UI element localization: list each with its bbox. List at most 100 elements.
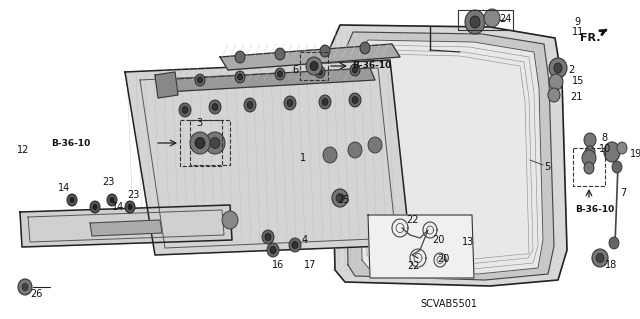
Text: 22: 22 [407, 261, 419, 271]
Ellipse shape [284, 96, 296, 110]
Polygon shape [90, 220, 162, 236]
Ellipse shape [90, 201, 100, 213]
Bar [180, 120, 222, 166]
Ellipse shape [465, 10, 485, 34]
Ellipse shape [349, 93, 361, 107]
Text: 10: 10 [599, 144, 611, 154]
Text: 7: 7 [620, 188, 627, 198]
Text: B-36-10: B-36-10 [352, 62, 391, 70]
Text: 15: 15 [572, 76, 584, 86]
Ellipse shape [323, 147, 337, 163]
Text: FR.: FR. [580, 30, 606, 43]
Text: 22: 22 [406, 215, 419, 225]
Ellipse shape [209, 100, 221, 114]
Ellipse shape [582, 150, 596, 166]
Ellipse shape [353, 67, 358, 73]
Polygon shape [125, 60, 410, 255]
Text: 14: 14 [112, 202, 124, 212]
Ellipse shape [292, 241, 298, 249]
Ellipse shape [222, 211, 238, 229]
Ellipse shape [22, 284, 28, 291]
Text: 20: 20 [432, 235, 444, 245]
Text: 2: 2 [568, 65, 574, 75]
Ellipse shape [247, 101, 253, 108]
Text: 19: 19 [630, 149, 640, 159]
Ellipse shape [350, 64, 360, 76]
Text: 16: 16 [272, 260, 284, 270]
Text: 18: 18 [605, 260, 617, 270]
Text: 24: 24 [499, 14, 511, 24]
Ellipse shape [319, 95, 331, 109]
Ellipse shape [609, 237, 619, 249]
Text: B-36-10: B-36-10 [575, 205, 614, 214]
Text: B-36-10: B-36-10 [51, 138, 90, 147]
Ellipse shape [265, 234, 271, 241]
Ellipse shape [270, 247, 276, 254]
Ellipse shape [125, 201, 135, 213]
Polygon shape [220, 44, 400, 70]
Text: 4: 4 [302, 235, 308, 245]
Ellipse shape [18, 279, 32, 295]
Ellipse shape [320, 45, 330, 57]
Polygon shape [368, 215, 474, 278]
Ellipse shape [548, 88, 560, 102]
Ellipse shape [235, 71, 245, 83]
Ellipse shape [310, 62, 318, 70]
Polygon shape [155, 72, 178, 98]
Text: 20: 20 [437, 254, 449, 264]
Ellipse shape [179, 103, 191, 117]
Ellipse shape [275, 48, 285, 60]
Ellipse shape [554, 63, 562, 73]
Ellipse shape [210, 137, 220, 149]
Ellipse shape [275, 68, 285, 80]
Ellipse shape [470, 16, 480, 28]
Text: 14: 14 [58, 183, 70, 193]
Ellipse shape [549, 58, 567, 78]
Text: SCVAB5501: SCVAB5501 [420, 299, 477, 309]
Ellipse shape [617, 142, 627, 154]
Polygon shape [20, 205, 232, 247]
Text: 3: 3 [196, 118, 202, 128]
Ellipse shape [244, 98, 256, 112]
Bar [190, 120, 230, 165]
Ellipse shape [484, 9, 500, 27]
Text: 21: 21 [570, 92, 582, 102]
Ellipse shape [195, 137, 205, 149]
Ellipse shape [195, 74, 205, 86]
Ellipse shape [306, 57, 322, 75]
Text: 8: 8 [601, 133, 607, 143]
Ellipse shape [93, 204, 97, 210]
Ellipse shape [549, 74, 563, 90]
Ellipse shape [612, 161, 622, 173]
Ellipse shape [110, 197, 114, 203]
Ellipse shape [212, 103, 218, 110]
Ellipse shape [348, 142, 362, 158]
Ellipse shape [190, 132, 210, 154]
Ellipse shape [107, 194, 117, 206]
Ellipse shape [235, 51, 245, 63]
Ellipse shape [368, 137, 382, 153]
Ellipse shape [315, 66, 325, 78]
Ellipse shape [198, 77, 202, 83]
Text: 9: 9 [574, 17, 580, 27]
Ellipse shape [604, 142, 620, 162]
Ellipse shape [289, 238, 301, 252]
Ellipse shape [584, 162, 594, 174]
Text: 11: 11 [572, 27, 584, 37]
Text: 12: 12 [17, 145, 29, 155]
Ellipse shape [352, 97, 358, 103]
Text: 23: 23 [127, 190, 140, 200]
Ellipse shape [317, 69, 323, 75]
Ellipse shape [278, 71, 282, 77]
Text: 5: 5 [544, 162, 550, 172]
Ellipse shape [584, 133, 596, 147]
Ellipse shape [205, 132, 225, 154]
Text: 25: 25 [337, 195, 349, 205]
Ellipse shape [596, 254, 604, 263]
Ellipse shape [322, 99, 328, 106]
Ellipse shape [182, 107, 188, 114]
Ellipse shape [585, 146, 595, 158]
Polygon shape [418, 244, 462, 254]
Ellipse shape [128, 204, 132, 210]
Text: 17: 17 [304, 260, 316, 270]
